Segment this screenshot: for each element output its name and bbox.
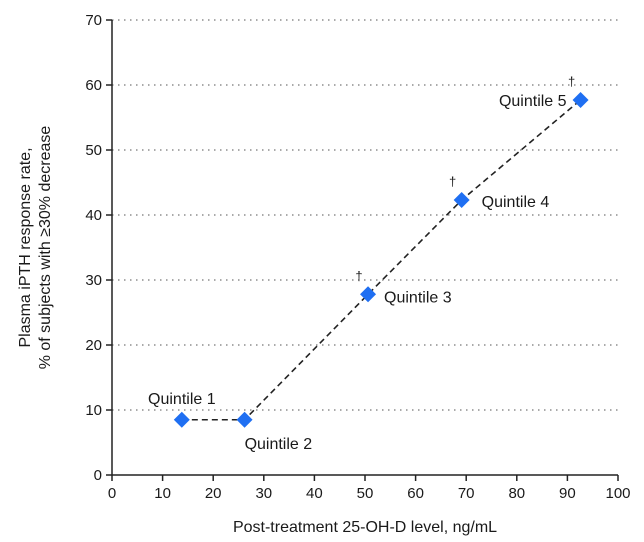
data-point-marker bbox=[453, 192, 470, 209]
series-line bbox=[181, 99, 582, 421]
tick-marks bbox=[106, 19, 619, 481]
point-label: Quintile 3 bbox=[384, 289, 452, 306]
significance-dagger: † bbox=[449, 174, 456, 189]
y-tick-label: 30 bbox=[85, 272, 102, 289]
significance-dagger: † bbox=[355, 268, 362, 283]
y-tick-label: 10 bbox=[85, 402, 102, 419]
grid-lines bbox=[112, 19, 618, 411]
data-markers bbox=[173, 91, 589, 428]
y-tick-label: 20 bbox=[85, 337, 102, 354]
y-tick-label: 50 bbox=[85, 142, 102, 159]
x-tick-label: 100 bbox=[605, 485, 630, 502]
x-tick-label: 60 bbox=[407, 485, 424, 502]
point-label: Quintile 1 bbox=[148, 391, 216, 408]
x-tick-labels: 0 10 20 30 40 50 60 70 80 90 100 bbox=[108, 485, 631, 502]
x-tick-label: 20 bbox=[205, 485, 222, 502]
data-point-marker bbox=[360, 286, 377, 303]
data-point-marker bbox=[572, 91, 589, 108]
significance-dagger: † bbox=[568, 74, 575, 89]
x-tick-label: 0 bbox=[108, 485, 116, 502]
series-dashed-line bbox=[181, 99, 582, 421]
point-label: Quintile 5 bbox=[499, 93, 567, 110]
y-tick-label: 70 bbox=[85, 12, 102, 29]
x-tick-label: 80 bbox=[508, 485, 525, 502]
x-tick-label: 50 bbox=[357, 485, 374, 502]
data-point-marker bbox=[236, 411, 253, 428]
y-axis-title-line-2: % of subjects with ≥30% decrease bbox=[37, 126, 54, 370]
x-tick-label: 90 bbox=[559, 485, 576, 502]
point-label: Quintile 4 bbox=[482, 194, 550, 211]
x-tick-label: 40 bbox=[306, 485, 323, 502]
x-tick-label: 30 bbox=[255, 485, 272, 502]
y-axis-title-line-1: Plasma iPTH response rate, bbox=[17, 147, 34, 347]
y-tick-label: 0 bbox=[94, 467, 102, 484]
y-tick-label: 60 bbox=[85, 77, 102, 94]
point-label: Quintile 2 bbox=[245, 436, 313, 453]
y-tick-label: 40 bbox=[85, 207, 102, 224]
x-tick-label: 10 bbox=[154, 485, 171, 502]
data-point-marker bbox=[173, 411, 190, 428]
x-tick-label: 70 bbox=[458, 485, 475, 502]
y-axis-title: Plasma iPTH response rate, % of subjects… bbox=[17, 126, 54, 370]
x-axis-title: Post-treatment 25-OH-D level, ng/mL bbox=[233, 519, 497, 536]
y-tick-labels: 0 10 20 30 40 50 60 70 bbox=[85, 12, 102, 484]
